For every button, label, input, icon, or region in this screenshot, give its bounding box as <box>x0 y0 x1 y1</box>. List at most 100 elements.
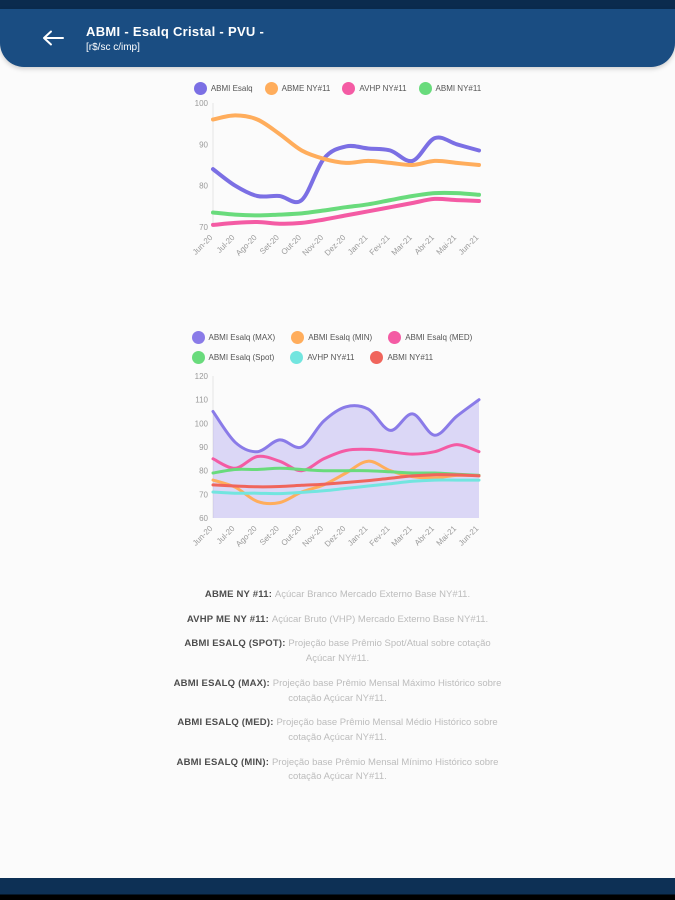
legend-color-dot <box>418 82 432 95</box>
series-line <box>210 113 481 168</box>
series-description-text: Projeção base Prêmio Mensal Máximo Histó… <box>272 677 502 704</box>
y-tick-label: 110 <box>195 396 208 405</box>
back-button[interactable] <box>38 23 68 53</box>
x-tick-label: Out-20 <box>279 233 303 257</box>
y-tick-label: 90 <box>199 443 208 452</box>
series-description: ABMI ESALQ (SPOT): Projeção base Prêmio … <box>172 637 504 666</box>
legend-label: ABMI Esalq (MED) <box>405 333 473 342</box>
page-subtitle: [r$/sc c/imp] <box>86 41 140 53</box>
y-tick-label: 100 <box>194 99 208 108</box>
main-content: ABMI Esalq ABME NY#11 AVHP NY#11 ABMI NY#11… <box>168 82 508 785</box>
y-tick-label: 100 <box>194 419 208 428</box>
legend-color-dot <box>388 331 402 344</box>
y-tick-label: 60 <box>199 514 208 523</box>
chart-1-legend: ABMI Esalq ABME NY#11 AVHP NY#11 ABMI NY#11 <box>168 82 508 95</box>
legend-item[interactable]: AVHP NY#11 <box>342 82 407 95</box>
legend-item[interactable]: ABME NY#11 <box>264 82 331 95</box>
x-tick-label: Dez-20 <box>322 233 347 258</box>
status-bar <box>0 0 675 10</box>
series-description-text: Açúcar Bruto (VHP) Mercado Externo Base … <box>271 613 489 625</box>
legend-color-dot <box>191 351 205 364</box>
series-line <box>210 190 481 218</box>
series-description-label: ABMI ESALQ (MIN): <box>176 756 272 768</box>
y-tick-label: 70 <box>199 223 208 232</box>
chart-1-block: ABMI Esalq ABME NY#11 AVHP NY#11 ABMI NY#11… <box>168 82 508 275</box>
legend-label: AVHP NY#11 <box>307 353 355 362</box>
back-arrow-icon <box>43 30 64 46</box>
x-tick-label: Mai-21 <box>434 524 458 548</box>
series-line <box>211 466 480 477</box>
series-description-text: Açúcar Branco Mercado Externo Base NY#11… <box>274 589 471 600</box>
app-header: ABMI - Esalq Cristal - PVU - [r$/sc c/im… <box>0 9 675 67</box>
series-line <box>211 478 480 496</box>
x-tick-label: Nov-20 <box>300 524 325 549</box>
series-line <box>210 135 481 205</box>
series-line <box>210 196 481 227</box>
series-description: ABMI ESALQ (MED): Projeção base Prêmio M… <box>172 716 504 745</box>
series-line <box>211 398 480 454</box>
x-tick-label: Dez-20 <box>322 524 347 549</box>
bottom-nav-bar <box>0 878 675 900</box>
x-tick-label: Mai-21 <box>434 233 458 257</box>
x-tick-label: Mar-21 <box>389 524 414 549</box>
y-tick-label: 70 <box>199 490 208 499</box>
series-description-text: Projeção base Prêmio Mensal Médio Histór… <box>276 717 498 744</box>
legend-color-dot <box>342 82 356 95</box>
x-tick-label: Ago-20 <box>234 233 259 258</box>
legend-color-dot <box>370 351 384 364</box>
series-line <box>211 443 480 473</box>
x-tick-label: Jun-20 <box>190 233 214 257</box>
legend-color-dot <box>264 82 278 95</box>
x-tick-label: Mar-21 <box>389 233 414 258</box>
legend-label: ABMI Esalq (MAX) <box>208 333 276 342</box>
legend-label: ABME NY#11 <box>281 84 331 93</box>
series-description: ABMI ESALQ (MAX): Projeção base Prêmio M… <box>172 677 504 706</box>
series-description-label: AVHP ME NY #11: <box>186 613 272 625</box>
x-tick-label: Jun-20 <box>190 524 214 548</box>
legend-color-dot <box>191 331 205 344</box>
x-tick-label: Nov-20 <box>300 233 325 258</box>
legend-item[interactable]: ABMI Esalq <box>193 82 253 95</box>
series-description-label: ABME NY #11: <box>204 589 275 600</box>
legend-item[interactable]: ABMI NY#11 <box>370 351 433 364</box>
legend-label: ABMI NY#11 <box>387 353 434 362</box>
x-tick-label: Set-20 <box>257 233 280 256</box>
series-description: AVHP ME NY #11: Açúcar Bruto (VHP) Merca… <box>172 613 504 628</box>
x-tick-label: Jan-21 <box>345 233 369 257</box>
x-tick-label: Jan-21 <box>345 524 369 548</box>
x-tick-label: Abr-21 <box>412 233 436 257</box>
x-tick-label: Jun-21 <box>456 233 480 257</box>
legend-label: AVHP NY#11 <box>359 84 407 93</box>
series-description-text: Projeção base Prêmio Mensal Mínimo Histó… <box>271 756 499 783</box>
series-description-label: ABMI ESALQ (SPOT): <box>184 638 289 650</box>
legend-item[interactable]: ABMI NY#11 <box>418 82 482 95</box>
legend-label: ABMI Esalq (MIN) <box>308 333 373 342</box>
legend-color-dot <box>290 351 304 364</box>
series-line <box>211 473 480 489</box>
header-text: ABMI - Esalq Cristal - PVU - [r$/sc c/im… <box>86 24 264 53</box>
series-description: ABMI ESALQ (MIN): Projeção base Prêmio M… <box>172 756 504 785</box>
x-tick-label: Fev-21 <box>367 524 391 548</box>
legend-item[interactable]: ABMI Esalq (MAX) <box>191 331 276 344</box>
y-tick-label: 80 <box>199 467 208 476</box>
y-tick-label: 80 <box>199 182 208 191</box>
chart-2-legend: ABMI Esalq (MAX) ABMI Esalq (MIN) ABMI Esa… <box>191 331 484 364</box>
legend-item[interactable]: ABMI Esalq (MIN) <box>291 331 372 344</box>
series-area <box>212 399 479 518</box>
legend-item[interactable]: ABMI Esalq (Spot) <box>191 351 275 364</box>
legend-label: ABMI NY#11 <box>435 84 482 93</box>
x-tick-label: Abr-21 <box>412 524 436 548</box>
x-tick-label: Ago-20 <box>234 524 259 549</box>
series-descriptions: ABME NY #11: Açúcar Branco Mercado Exter… <box>172 588 504 785</box>
legend-label: ABMI Esalq (Spot) <box>208 353 275 362</box>
x-tick-label: Out-20 <box>279 524 303 548</box>
chart-2-block: ABMI Esalq (MAX) ABMI Esalq (MIN) ABMI Esa… <box>168 331 508 566</box>
legend-label: ABMI Esalq <box>210 84 253 93</box>
x-tick-label: Fev-21 <box>367 233 391 257</box>
legend-item[interactable]: ABMI Esalq (MED) <box>388 331 472 344</box>
x-tick-label: Set-20 <box>257 524 280 547</box>
legend-item[interactable]: AVHP NY#11 <box>290 351 354 364</box>
series-description-text: Projeção base Prêmio Spot/Atual sobre co… <box>288 638 491 665</box>
